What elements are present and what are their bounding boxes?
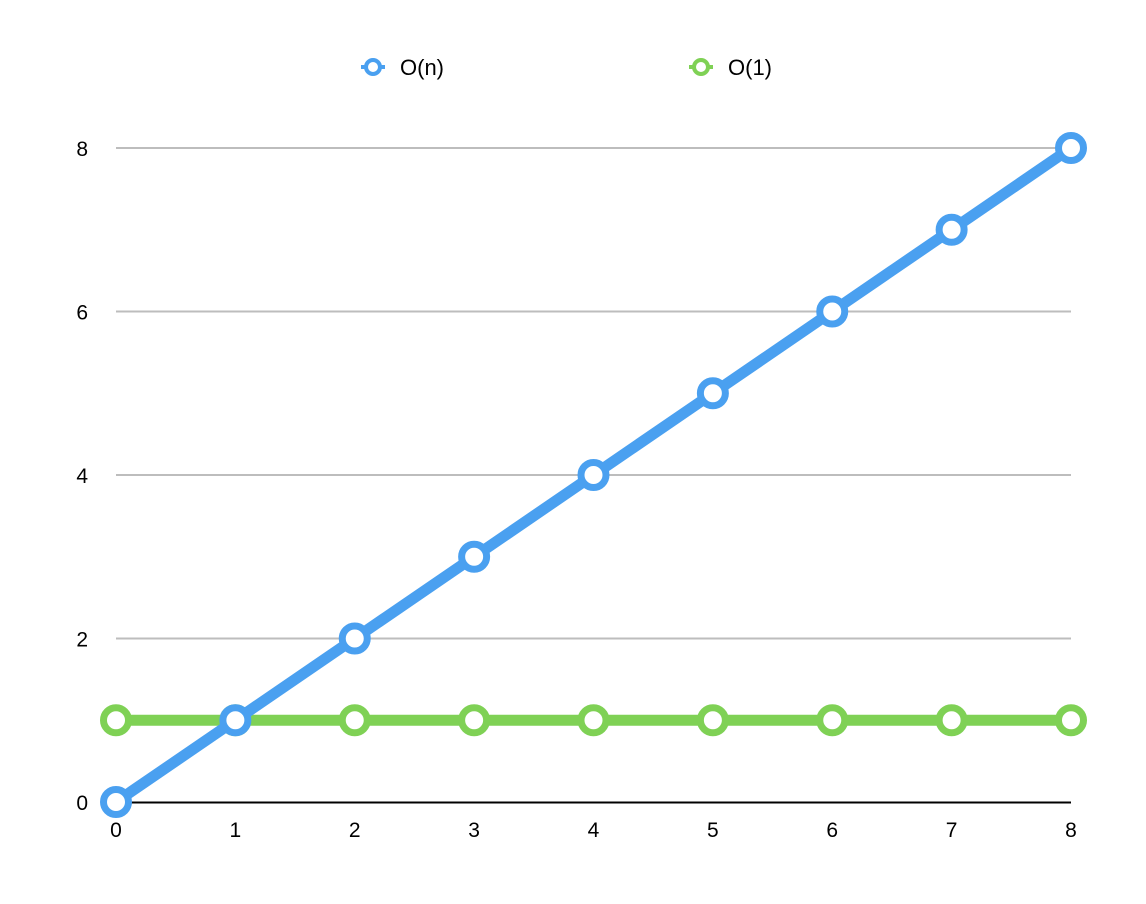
y-tick-label: 8 — [76, 138, 88, 161]
data-point — [1055, 704, 1087, 737]
x-tick-label: 0 — [110, 819, 122, 842]
data-point — [100, 704, 132, 737]
data-point — [935, 704, 968, 737]
axes: 0 2 4 6 8 0 1 2 3 4 5 6 7 8 — [76, 138, 1077, 842]
x-tick-label: 2 — [349, 819, 361, 842]
data-point — [696, 377, 729, 410]
legend-item: O(1) — [689, 55, 772, 80]
x-tick-label: 5 — [707, 819, 719, 842]
x-tick-label: 8 — [1065, 819, 1077, 842]
series-0 — [100, 132, 1087, 818]
data-point — [458, 704, 491, 737]
data-point — [1055, 132, 1087, 164]
legend-item: O(n) — [361, 55, 444, 80]
y-tick-label: 6 — [76, 302, 88, 325]
data-point — [935, 213, 968, 246]
data-point — [458, 540, 491, 573]
legend: O(n) O(1) — [361, 55, 772, 80]
x-tick-label: 6 — [826, 819, 838, 842]
y-tick-label: 0 — [76, 792, 88, 815]
x-tick-label: 4 — [588, 819, 600, 842]
data-point — [219, 704, 252, 737]
legend-marker — [364, 58, 382, 76]
x-tick-label: 3 — [468, 819, 480, 842]
legend-label: O(1) — [728, 55, 772, 80]
data-point — [577, 704, 610, 737]
data-point — [816, 295, 849, 328]
legend-marker — [692, 58, 710, 76]
y-tick-label: 2 — [76, 629, 88, 652]
grid-lines — [116, 147, 1071, 640]
y-tick-label: 4 — [76, 465, 88, 488]
data-point — [816, 704, 849, 737]
series-1 — [100, 704, 1087, 737]
data-point — [696, 704, 729, 737]
x-tick-label: 7 — [946, 819, 958, 842]
x-tick-label: 1 — [230, 819, 242, 842]
data-point — [100, 786, 132, 818]
data-point — [338, 622, 371, 655]
data-point — [577, 459, 610, 491]
series-group — [100, 132, 1087, 818]
legend-label: O(n) — [400, 55, 444, 80]
data-point — [338, 704, 371, 737]
